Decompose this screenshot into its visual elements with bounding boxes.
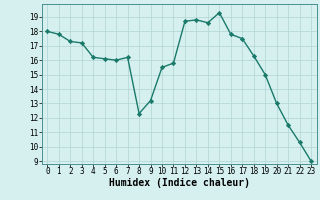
X-axis label: Humidex (Indice chaleur): Humidex (Indice chaleur) xyxy=(109,178,250,188)
